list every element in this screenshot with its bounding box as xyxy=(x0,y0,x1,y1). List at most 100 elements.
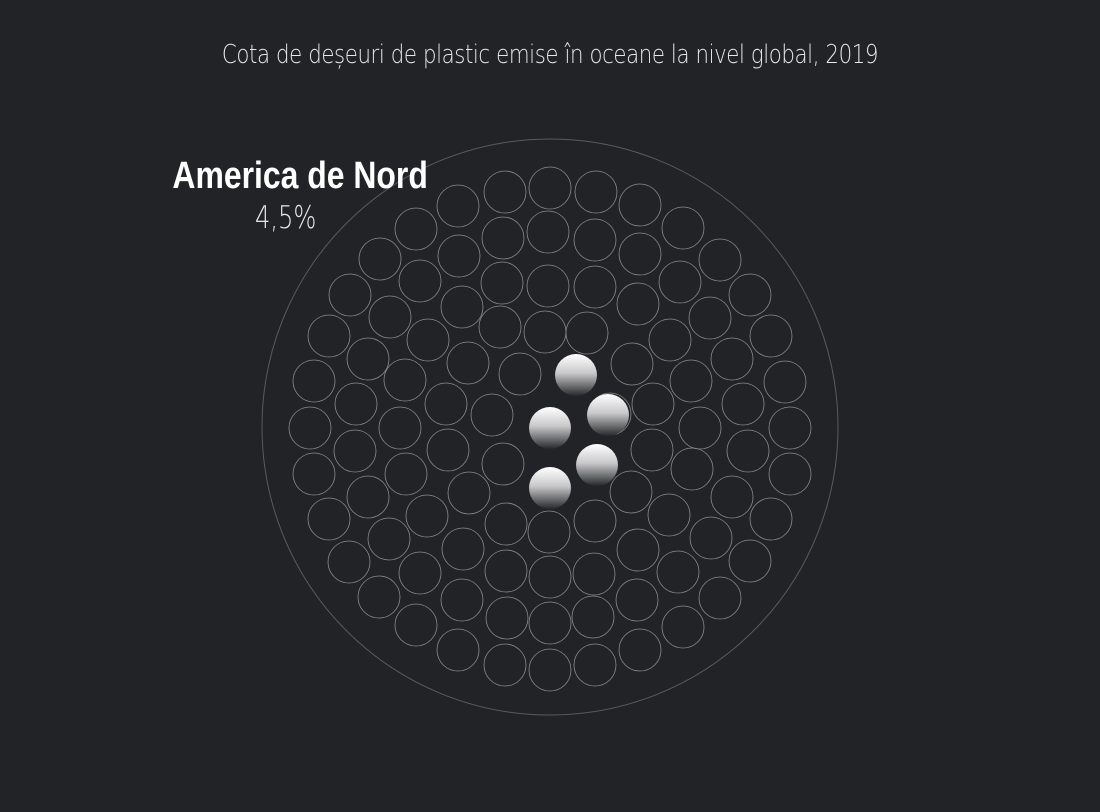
bubble-unit xyxy=(698,576,742,620)
bubble-unit xyxy=(307,497,351,541)
bubble-unit xyxy=(498,352,542,396)
bubble-unit xyxy=(710,337,754,381)
bubble-unit xyxy=(609,470,653,514)
region-name: America de Nord xyxy=(172,155,428,197)
bubble-unit xyxy=(574,170,618,214)
bubble-unit xyxy=(689,516,733,560)
bubble-unit xyxy=(327,540,371,584)
bubble-unit xyxy=(618,183,662,227)
bubble-unit xyxy=(526,210,570,254)
region-value: 4,5% xyxy=(254,200,317,236)
bubble-unit xyxy=(527,510,571,554)
bubble-unit xyxy=(292,359,336,403)
bubble-unit xyxy=(405,494,449,538)
bubble-unit xyxy=(480,261,524,305)
bubble-unit xyxy=(484,502,528,546)
chart-title: Cota de deșeuri de plastic emise în ocea… xyxy=(221,40,879,70)
bubble-unit xyxy=(528,166,572,210)
bubble-unit xyxy=(615,578,659,622)
bubble-unit xyxy=(728,539,772,583)
bubble-unit xyxy=(384,452,428,496)
highlight-bubble xyxy=(529,467,571,509)
bubble-unit xyxy=(334,382,378,426)
bubble-unit xyxy=(618,628,662,672)
bubble-unit xyxy=(647,493,691,537)
bubble-unit xyxy=(406,318,450,362)
bubble-unit xyxy=(573,499,617,543)
bubble-unit xyxy=(398,551,442,595)
bubble-unit xyxy=(346,337,390,381)
highlight-bubble xyxy=(587,394,629,436)
bubble-unit xyxy=(478,305,522,349)
bubble-unit xyxy=(528,555,572,599)
bubble-unit xyxy=(688,296,732,340)
bubble-unit xyxy=(726,429,770,473)
bubble-unit xyxy=(565,311,609,355)
bubble-unit xyxy=(378,406,422,450)
bubble-unit xyxy=(357,575,401,619)
bubble-group xyxy=(288,166,812,692)
bubble-unit xyxy=(678,406,722,450)
bubble-unit xyxy=(658,260,702,304)
bubble-unit xyxy=(481,442,525,486)
bubble-unit xyxy=(610,342,654,386)
bubble-unit xyxy=(573,218,617,262)
bubble-unit xyxy=(616,282,660,326)
bubble-unit xyxy=(333,429,377,473)
bubble-unit xyxy=(631,382,675,426)
bubble-unit xyxy=(367,517,411,561)
bubble-unit xyxy=(661,206,705,250)
bubble-unit xyxy=(573,265,617,309)
region-label: America de Nord 4,5% xyxy=(150,153,430,237)
bubble-unit xyxy=(528,648,572,692)
bubble-unit xyxy=(483,170,527,214)
bubble-unit xyxy=(481,216,525,260)
bubble-unit xyxy=(661,605,705,649)
bubble-unit xyxy=(394,207,438,251)
highlight-bubble xyxy=(529,407,571,449)
bubble-unit xyxy=(749,497,793,541)
bubble-unit xyxy=(526,264,570,308)
bubble-unit xyxy=(394,603,438,647)
bubble-unit xyxy=(618,232,662,276)
bubble-unit xyxy=(447,471,491,515)
bubble-unit xyxy=(630,428,674,472)
bubble-unit xyxy=(328,273,372,317)
bubble-unit xyxy=(749,314,793,358)
bubble-unit xyxy=(721,382,765,426)
bubble-unit xyxy=(307,314,351,358)
bubble-unit xyxy=(288,406,332,450)
outer-boundary-circle xyxy=(261,138,839,716)
bubble-unit xyxy=(440,578,484,622)
bubble-unit xyxy=(441,527,485,571)
bubble-unit xyxy=(728,273,772,317)
bubble-unit xyxy=(440,285,484,329)
bubble-unit xyxy=(670,447,714,491)
bubble-unit xyxy=(572,552,616,596)
bubble-unit xyxy=(436,628,480,672)
bubble-unit xyxy=(656,550,700,594)
bubble-unit xyxy=(573,643,617,687)
highlight-bubble xyxy=(576,444,618,486)
bubble-unit xyxy=(358,237,402,281)
bubble-unit xyxy=(698,238,742,282)
bubble-unit xyxy=(616,528,660,572)
bubble-unit xyxy=(523,310,567,354)
highlight-bubble xyxy=(555,354,597,396)
bubble-unit xyxy=(571,595,615,639)
bubble-unit xyxy=(346,475,390,519)
bubble-unit xyxy=(368,295,412,339)
bubble-unit xyxy=(648,318,692,362)
bubble-unit xyxy=(484,549,528,593)
bubble-unit xyxy=(483,643,527,687)
bubble-unit xyxy=(436,184,480,228)
bubble-unit xyxy=(292,452,336,496)
bubble-unit xyxy=(669,359,713,403)
bubble-unit xyxy=(710,475,754,519)
bubble-unit xyxy=(528,601,572,645)
bubble-unit xyxy=(424,382,468,426)
bubble-unit xyxy=(470,393,514,437)
bubble-unit xyxy=(485,596,529,640)
bubble-unit xyxy=(446,341,490,385)
